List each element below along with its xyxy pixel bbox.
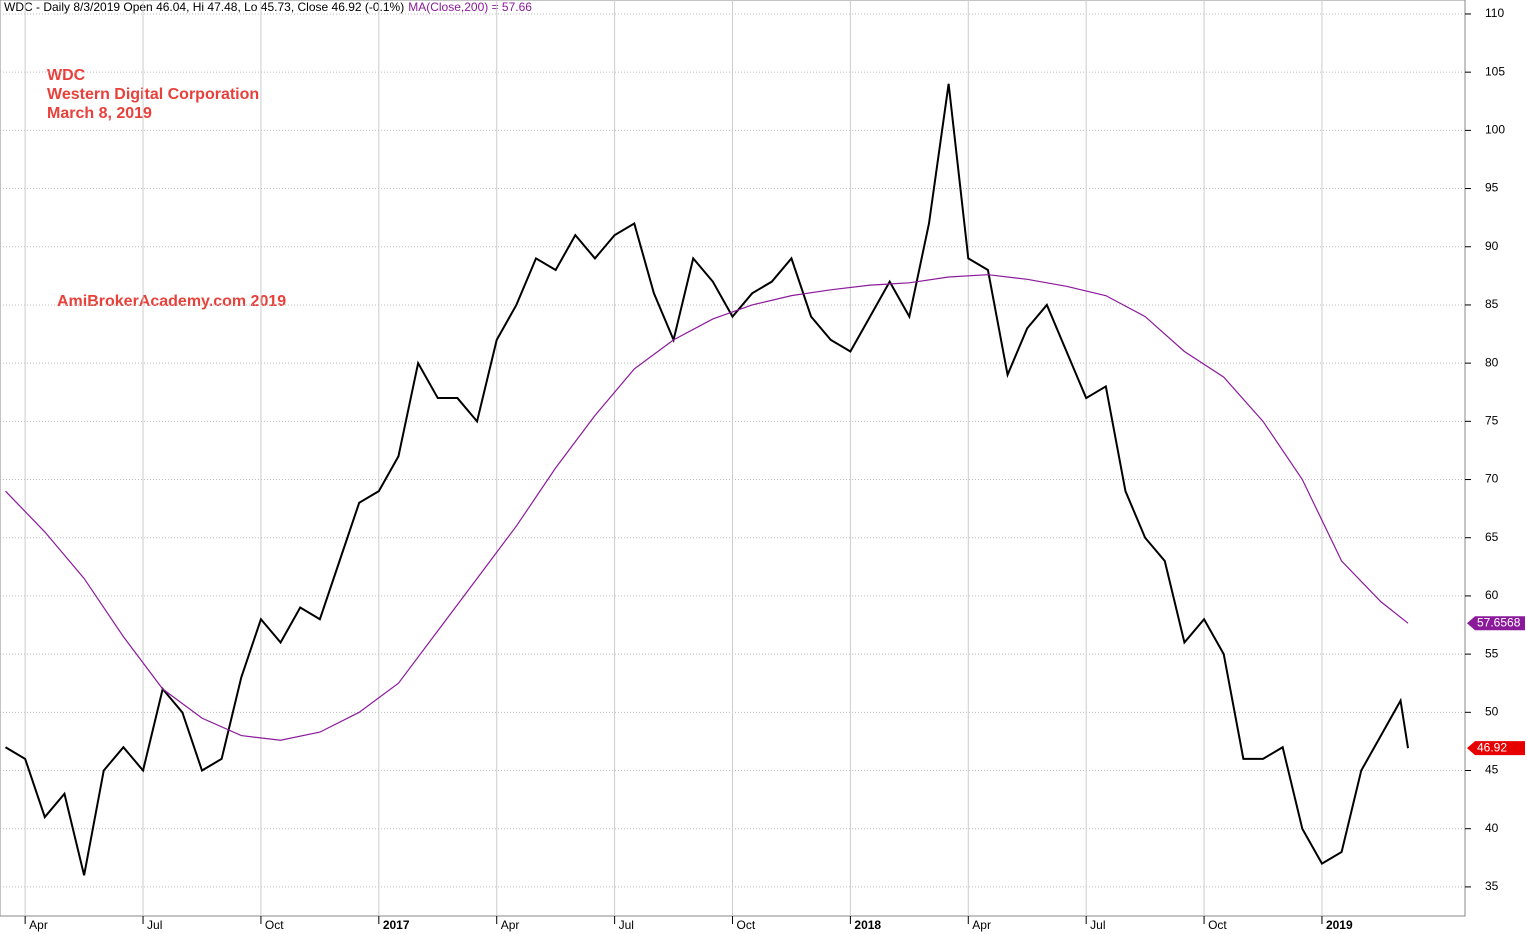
- x-tick-label: Oct: [737, 918, 756, 932]
- x-tick-label: Oct: [1208, 918, 1227, 932]
- y-tick-label: 65: [1485, 530, 1499, 544]
- y-tick-label: 50: [1485, 704, 1499, 718]
- y-tick-label: 40: [1485, 821, 1499, 835]
- y-tick-label: 110: [1485, 6, 1504, 20]
- last-value-tag: [1467, 741, 1525, 756]
- series-line: [4, 83, 1410, 876]
- last-value-label: 46.92: [1477, 740, 1507, 754]
- ma-caption: MA(Close,200) = 57.66: [408, 0, 532, 14]
- x-tick-label: 2017: [383, 918, 410, 932]
- x-tick-label: Apr: [501, 918, 520, 932]
- annotation: AmiBrokerAcademy.com 2019: [57, 293, 286, 310]
- annotation: WDC: [47, 67, 86, 84]
- y-tick-label: 45: [1485, 763, 1499, 777]
- series-line: [5, 274, 1409, 741]
- x-tick-label: 2018: [854, 918, 881, 932]
- y-tick-label: 95: [1485, 181, 1499, 195]
- x-tick-label: Oct: [265, 918, 284, 932]
- last-value-label: 57.6568: [1477, 615, 1521, 629]
- y-tick-label: 75: [1485, 414, 1499, 428]
- x-tick-label: Jul: [1090, 918, 1105, 932]
- x-tick-label: Jul: [147, 918, 162, 932]
- y-tick-label: 105: [1485, 64, 1505, 78]
- y-tick-label: 85: [1485, 297, 1499, 311]
- last-value-tag: [1467, 616, 1525, 631]
- y-tick-label: 55: [1485, 646, 1499, 660]
- chart-title: WDC - Daily 8/3/2019 Open 46.04, Hi 47.4…: [4, 0, 404, 14]
- y-tick-label: 90: [1485, 239, 1499, 253]
- x-tick-label: Jul: [619, 918, 634, 932]
- y-tick-label: 60: [1485, 588, 1499, 602]
- x-tick-label: Apr: [29, 918, 48, 932]
- y-tick-label: 35: [1485, 879, 1499, 893]
- x-tick-label: 2019: [1326, 918, 1353, 932]
- y-tick-label: 70: [1485, 472, 1499, 486]
- y-tick-label: 100: [1485, 123, 1505, 137]
- y-tick-label: 80: [1485, 355, 1499, 369]
- x-tick-label: Apr: [972, 918, 991, 932]
- annotation: March 8, 2019: [47, 105, 152, 122]
- annotation: Western Digital Corporation: [47, 86, 259, 103]
